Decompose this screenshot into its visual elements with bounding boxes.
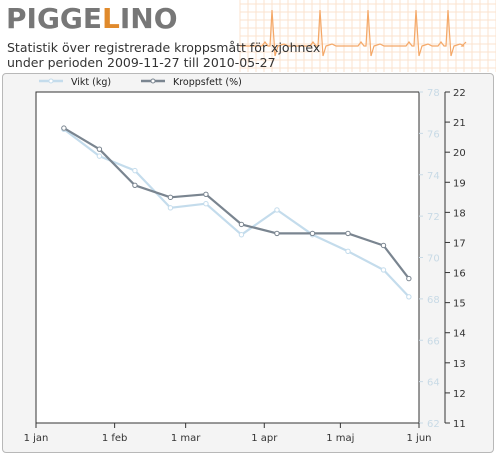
ecg-decoration bbox=[239, 0, 496, 72]
data-point-weight bbox=[274, 207, 280, 213]
right-axis-tick-label: 15 bbox=[453, 299, 466, 310]
right-axis-tick-label: 17 bbox=[453, 238, 466, 249]
x-axis-tick-label: 1 mar bbox=[171, 433, 201, 444]
left-axis-tick-label: 72 bbox=[427, 212, 440, 223]
data-point-body-fat bbox=[203, 191, 209, 198]
legend-label: Vikt (kg) bbox=[71, 77, 111, 88]
right-axis-tick-label: 20 bbox=[453, 148, 466, 159]
left-axis-tick-label: 74 bbox=[427, 171, 440, 182]
data-point-body-fat bbox=[274, 230, 280, 237]
legend-label: Kroppsfett (%) bbox=[173, 77, 242, 88]
data-point-body-fat bbox=[61, 125, 67, 131]
legend-marker bbox=[150, 78, 156, 84]
x-axis-tick-label: 1 feb bbox=[102, 433, 128, 444]
logo: PIGGELINO bbox=[6, 2, 178, 35]
x-axis-tick-label: 1 jan bbox=[24, 433, 49, 444]
right-axis-tick-label: 12 bbox=[453, 389, 466, 400]
data-point-body-fat bbox=[309, 230, 316, 237]
data-point-weight bbox=[96, 153, 103, 159]
right-axis-tick-label: 13 bbox=[453, 359, 466, 370]
right-axis-tick-label: 16 bbox=[453, 269, 466, 280]
subtitle-line-1: Statistik över registrerade kroppsmått f… bbox=[7, 40, 321, 55]
subtitle-line-2: under perioden 2009-11-27 till 2010-05-2… bbox=[7, 55, 276, 70]
logo-text-left: PIGGE bbox=[6, 2, 103, 35]
data-point-weight bbox=[406, 294, 412, 300]
data-point-body-fat bbox=[132, 182, 138, 188]
logo-text-right: INO bbox=[119, 2, 178, 35]
data-point-weight bbox=[132, 167, 138, 174]
data-point-weight bbox=[345, 248, 351, 254]
left-axis-tick-label: 64 bbox=[427, 378, 440, 389]
header: PIGGELINO Statistik över registrerade kr… bbox=[0, 0, 496, 72]
right-axis-tick-label: 22 bbox=[453, 88, 466, 99]
data-point-body-fat bbox=[167, 194, 174, 201]
data-point-body-fat bbox=[406, 275, 412, 282]
left-axis-tick-label: 68 bbox=[427, 295, 440, 306]
logo-flame-letter: L bbox=[102, 2, 120, 35]
legend-item: Vikt (kg) bbox=[39, 77, 111, 88]
data-point-weight bbox=[167, 205, 174, 211]
data-point-body-fat bbox=[345, 230, 351, 237]
data-point-weight bbox=[380, 267, 387, 273]
x-axis-tick-label: 1 apr bbox=[251, 433, 278, 444]
left-axis-tick-label: 78 bbox=[427, 88, 440, 99]
right-axis-tick-label: 14 bbox=[453, 329, 466, 340]
data-point-body-fat bbox=[96, 146, 103, 152]
data-point-weight bbox=[238, 232, 245, 238]
legend-marker bbox=[48, 78, 54, 84]
right-axis-tick-label: 19 bbox=[453, 178, 466, 189]
right-axis-tick-label: 21 bbox=[453, 118, 466, 129]
x-axis-tick-label: 1 maj bbox=[326, 433, 354, 444]
left-axis-tick-label: 76 bbox=[427, 129, 440, 140]
data-point-weight bbox=[203, 201, 209, 207]
left-axis-tick-label: 66 bbox=[427, 336, 440, 347]
legend-item: Kroppsfett (%) bbox=[141, 77, 242, 88]
chart-panel: 78 76 74 72 70 68 66 64 62 22 21 20 19 18 17 16 15 14 13 12… bbox=[2, 73, 494, 453]
ecg-trace bbox=[240, 9, 467, 57]
right-axis-tick-label: 18 bbox=[453, 208, 466, 219]
right-axis-tick-label: 11 bbox=[453, 419, 466, 430]
line-chart: 78 76 74 72 70 68 66 64 62 22 21 20 19 18 17 16 15 14 13 12… bbox=[24, 77, 466, 444]
left-axis-tick-label: 62 bbox=[427, 419, 440, 430]
data-point-body-fat bbox=[380, 242, 387, 249]
left-axis-tick-label: 70 bbox=[427, 254, 440, 265]
x-axis-tick-label: 1 jun bbox=[407, 433, 432, 444]
data-point-body-fat bbox=[238, 221, 245, 228]
